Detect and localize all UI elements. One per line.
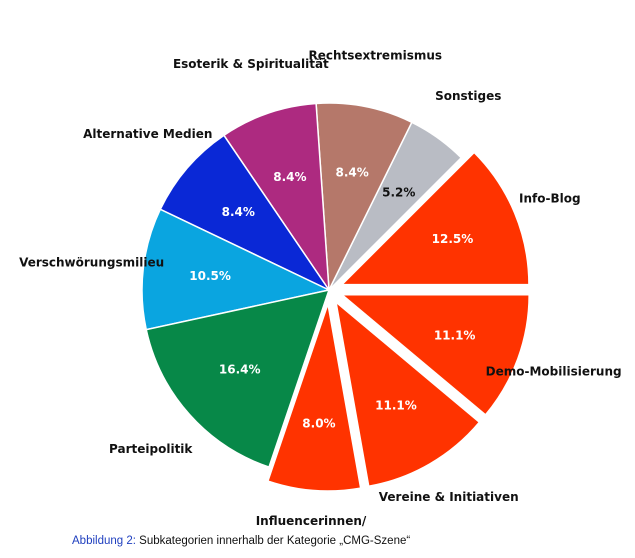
pie-slice-vereine-initiativen — [334, 300, 481, 488]
pie-slice-rechtsextremismus — [315, 102, 413, 293]
percent-label-parteipolitik: 16.4% — [219, 363, 261, 377]
percent-label-influencerinnen-influencer: 8.0% — [302, 416, 335, 430]
pie-slices — [141, 102, 530, 492]
percent-labels: 12.5% 5.2% 8.4% 8.4% 8.4% 10.5% 16.4% 8.0% 11.1%… — [189, 166, 475, 431]
caption-text: Subkategorien innerhalb der Kategorie „C… — [135, 535, 411, 547]
category-label-sonstiges: Sonstiges — [435, 89, 501, 103]
percent-label-esoterik-spiritualität: 8.4% — [273, 170, 306, 184]
pie-slice-info-blog — [340, 151, 530, 286]
category-label-influencerinnen-influencer: Influencerinnen/Influencer — [256, 514, 367, 530]
percent-label-info-blog: 12.5% — [432, 232, 474, 246]
category-label-esoterik-spiritualität: Esoterik & Spiritualität — [173, 57, 329, 71]
percent-label-vereine-initiativen: 11.1% — [375, 399, 417, 413]
pie-slice-influencerinnen-influencer — [266, 303, 362, 492]
pie-chart: 12.5% 5.2% 8.4% 8.4% 8.4% 10.5% 16.4% 8.0% 11.1%… — [19, 49, 622, 530]
category-label-rechtsextremismus: Rechtsextremismus — [308, 49, 442, 63]
category-label-verschwörungsmilieu: Verschwörungsmilieu — [19, 255, 164, 269]
pie-slice-alternative-medien — [159, 134, 332, 292]
category-label-alternative-medien: Alternative Medien — [83, 127, 212, 141]
percent-label-verschwörungsmilieu: 10.5% — [189, 269, 231, 283]
category-label-info-blog: Info-Blog — [519, 192, 581, 206]
category-label-parteipolitik: Parteipolitik — [109, 442, 193, 456]
percent-label-sonstiges: 5.2% — [382, 186, 415, 200]
pie-slice-parteipolitik — [145, 288, 331, 469]
figure-caption: Abbildung 2: Subkategorien innerhalb der… — [72, 535, 410, 547]
category-label-demo-mobilisierung: Demo-Mobilisierung — [486, 365, 622, 379]
category-label-vereine-initiativen: Vereine & Initiativen — [379, 490, 519, 504]
percent-label-rechtsextremismus: 8.4% — [336, 166, 369, 180]
percent-label-alternative-medien: 8.4% — [222, 205, 255, 219]
pie-slice-esoterik-spiritualität — [222, 102, 330, 293]
caption-label: Abbildung 2: — [72, 535, 136, 547]
pie-slice-demo-mobilisierung — [340, 294, 530, 416]
percent-label-demo-mobilisierung: 11.1% — [434, 329, 476, 343]
category-labels: Info-Blog Sonstiges RechtsextremismusEsote… — [19, 49, 622, 530]
